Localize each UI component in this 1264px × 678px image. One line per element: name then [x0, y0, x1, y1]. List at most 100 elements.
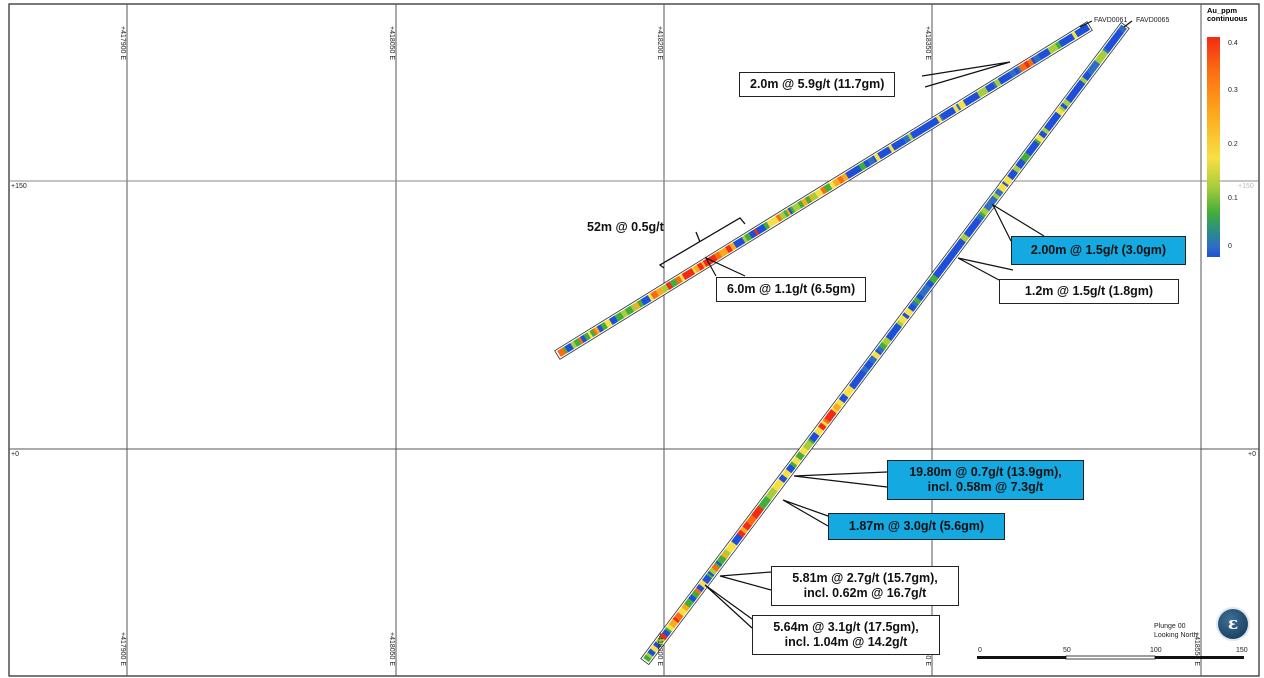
assay-interval: [941, 259, 950, 267]
assay-interval: [789, 460, 798, 469]
assay-interval: [902, 135, 909, 144]
assay-interval: [740, 526, 749, 534]
intercept-callout-highlight: 19.80m @ 0.7g/t (13.9gm), incl. 0.58m @ …: [887, 460, 1084, 500]
assay-interval: [687, 267, 696, 277]
intercept-callout: 2.0m @ 5.9g/t (11.7gm): [739, 72, 896, 97]
assay-interval: [860, 365, 870, 374]
assay-interval: [1094, 57, 1103, 65]
intercept-callout: 5.64m @ 3.1g/t (17.5gm), incl. 1.04m @ 1…: [752, 615, 940, 655]
easting-label: +417900 E: [119, 26, 126, 61]
assay-interval: [1001, 180, 1010, 188]
assay-interval: [919, 125, 927, 134]
rl-label: +0: [1248, 451, 1256, 458]
assay-interval: [797, 200, 805, 209]
assay-interval: [963, 230, 972, 238]
assay-interval: [929, 118, 937, 128]
assay-interval: [894, 322, 903, 330]
assay-interval: [1074, 83, 1083, 91]
assay-interval: [650, 644, 659, 653]
assay-interval: [937, 265, 946, 273]
assay-interval: [915, 292, 925, 302]
assay-interval: [589, 329, 597, 338]
rl-label: +150: [1238, 183, 1254, 190]
assay-interval: [940, 111, 948, 120]
assay-interval: [688, 593, 698, 603]
assay-interval: [1058, 105, 1067, 113]
assay-interval: [911, 300, 919, 308]
assay-interval: [807, 437, 815, 445]
assay-interval: [666, 623, 675, 632]
assay-interval: [659, 632, 668, 641]
assay-interval: [902, 312, 910, 320]
assay-interval: [570, 340, 578, 349]
assay-interval: [718, 556, 726, 563]
assay-interval: [975, 213, 985, 222]
assay-interval: [1102, 47, 1110, 54]
scale-bar: [977, 655, 1244, 660]
legend-title-line: continuous: [1207, 14, 1248, 23]
assay-interval: [972, 218, 981, 226]
assay-interval: [955, 242, 963, 249]
assay-interval: [809, 434, 818, 443]
assay-interval: [711, 563, 720, 572]
assay-interval: [1116, 28, 1124, 36]
assay-interval: [714, 561, 722, 569]
assay-interval: [778, 473, 788, 483]
assay-interval: [966, 95, 974, 104]
interval-label: 52m @ 0.5g/t: [587, 220, 664, 234]
assay-interval: [1000, 75, 1008, 83]
assay-interval: [725, 245, 732, 254]
assay-interval: [808, 194, 815, 202]
assay-interval: [787, 207, 794, 215]
leader-line: [1079, 20, 1093, 28]
assay-interval: [647, 648, 657, 657]
assay-interval: [1060, 102, 1069, 110]
assay-interval: [863, 159, 871, 168]
assay-interval: [725, 543, 735, 554]
assay-interval: [696, 583, 705, 592]
assay-interval: [800, 197, 809, 207]
section-frame: [8, 3, 1260, 677]
assay-interval: [594, 326, 601, 335]
scale-bar-label: 0: [978, 647, 982, 654]
assay-interval: [907, 132, 915, 141]
assay-interval: [742, 524, 750, 531]
assay-interval: [665, 281, 674, 290]
legend-title: Au_ppm continuous: [1207, 7, 1247, 23]
assay-interval: [596, 324, 605, 333]
assay-interval: [722, 548, 732, 557]
assay-interval: [722, 246, 730, 255]
assay-interval: [620, 309, 629, 318]
assay-interval: [1083, 70, 1093, 79]
assay-interval: [811, 431, 820, 440]
assay-interval: [955, 103, 962, 111]
assay-interval: [733, 533, 743, 543]
drillhole-segments: [640, 21, 1130, 666]
assay-interval: [835, 398, 845, 408]
assay-interval: [700, 260, 707, 269]
assay-interval: [1030, 139, 1040, 149]
assay-interval: [989, 82, 996, 90]
easting-label: +418200 E: [656, 26, 663, 61]
assay-interval: [1020, 156, 1028, 163]
assay-interval: [653, 641, 662, 650]
assay-interval: [562, 346, 569, 354]
assay-interval: [904, 307, 914, 317]
assay-interval: [983, 203, 992, 212]
assay-interval: [737, 529, 746, 538]
assay-interval: [720, 551, 729, 560]
assay-interval: [888, 144, 896, 153]
assay-interval: [850, 378, 860, 388]
assay-interval: [943, 257, 952, 264]
assay-interval: [769, 486, 778, 495]
assay-interval: [645, 651, 654, 659]
assay-interval: [1037, 51, 1046, 61]
drillhole-segments: [554, 21, 1093, 360]
assay-interval: [1114, 30, 1123, 38]
assay-interval: [744, 234, 751, 242]
assay-interval: [1079, 76, 1088, 84]
assay-interval: [785, 208, 792, 216]
leader-line: [991, 203, 1045, 242]
intercept-callout: 5.81m @ 2.7g/t (15.7gm), incl. 0.62m @ 1…: [771, 566, 959, 606]
assay-interval: [741, 235, 749, 243]
